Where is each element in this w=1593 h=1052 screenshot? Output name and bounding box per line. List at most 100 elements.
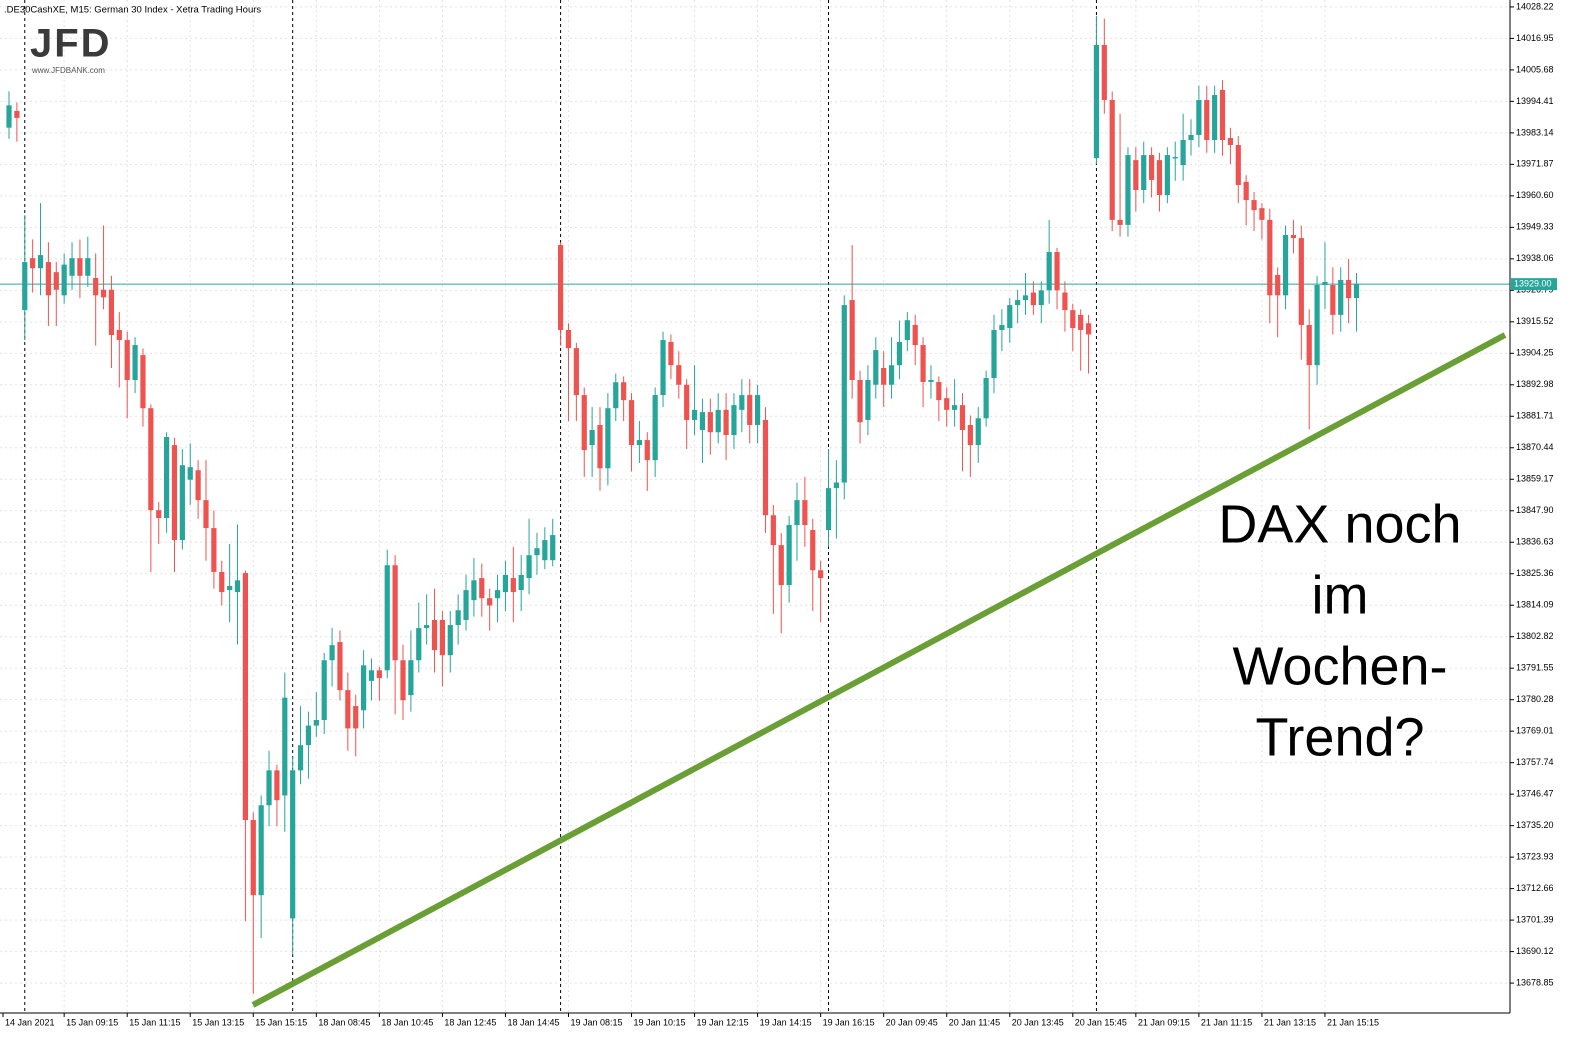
y-tick-label: 13971.87 bbox=[1516, 159, 1554, 169]
candle-body bbox=[424, 625, 430, 629]
candle-body bbox=[1338, 279, 1344, 315]
candle-body bbox=[904, 320, 910, 341]
y-tick-label: 13983.14 bbox=[1516, 127, 1554, 137]
y-tick-label: 13870.44 bbox=[1516, 442, 1554, 452]
candle-body bbox=[1314, 284, 1320, 366]
candle-body bbox=[652, 395, 658, 461]
candle-body bbox=[1353, 284, 1360, 299]
x-tick-label: 19 Jan 10:15 bbox=[634, 1017, 686, 1027]
candle-body bbox=[920, 345, 926, 382]
candle-body bbox=[439, 619, 445, 656]
x-tick-label: 18 Jan 08:45 bbox=[318, 1017, 370, 1027]
candle-body bbox=[195, 470, 201, 501]
candle-body bbox=[691, 409, 698, 420]
candle-body bbox=[61, 264, 67, 296]
x-tick-label: 20 Jan 11:45 bbox=[949, 1017, 1000, 1027]
y-tick-label: 13938.06 bbox=[1516, 253, 1554, 263]
candle-body bbox=[234, 580, 241, 593]
candle-body bbox=[565, 329, 572, 349]
candle-body bbox=[353, 706, 359, 729]
candle-body bbox=[337, 642, 343, 691]
candle-body bbox=[53, 272, 59, 290]
candle-body bbox=[1149, 155, 1155, 180]
candle-body bbox=[1172, 157, 1178, 159]
y-tick-label: 13701.39 bbox=[1516, 914, 1554, 924]
candle-body bbox=[778, 545, 784, 586]
candle-body bbox=[581, 395, 587, 451]
candle-body bbox=[550, 535, 556, 561]
y-tick-label: 13814.09 bbox=[1516, 600, 1554, 610]
candle-body bbox=[676, 365, 682, 385]
candle-body bbox=[69, 258, 75, 276]
candle-body bbox=[408, 660, 414, 696]
candle-body bbox=[573, 348, 579, 396]
annotation-line: DAX noch bbox=[1218, 494, 1461, 554]
annotation-line: im bbox=[1312, 565, 1369, 625]
candle-body bbox=[684, 384, 690, 420]
candle-body bbox=[518, 575, 524, 591]
y-tick-label: 13757.74 bbox=[1516, 757, 1554, 767]
candle-body bbox=[1196, 100, 1202, 135]
x-tick-label: 21 Jan 11:15 bbox=[1201, 1017, 1252, 1027]
candle-body bbox=[85, 258, 91, 276]
candle-body bbox=[400, 660, 406, 701]
y-tick-label: 14016.95 bbox=[1516, 33, 1554, 43]
candle-body bbox=[1267, 219, 1273, 296]
candle-body bbox=[865, 379, 871, 420]
candle-body bbox=[1101, 44, 1107, 101]
y-tick-label: 13904.25 bbox=[1516, 348, 1554, 358]
candle-body bbox=[510, 578, 516, 593]
candle-body bbox=[1212, 94, 1218, 140]
grid bbox=[0, 0, 1510, 1012]
candle-body bbox=[699, 412, 706, 431]
candle-body bbox=[100, 289, 107, 298]
candle-body bbox=[975, 418, 981, 446]
candle-body bbox=[628, 400, 635, 446]
candle-body bbox=[959, 405, 966, 431]
y-tick-label: 13892.98 bbox=[1516, 379, 1554, 389]
candle-body bbox=[1070, 310, 1076, 329]
candle-body bbox=[770, 515, 776, 546]
candle-body bbox=[983, 378, 989, 419]
candle-body bbox=[857, 379, 863, 423]
candle-body bbox=[30, 258, 36, 269]
candle-body bbox=[881, 367, 887, 385]
x-tick-label: 18 Jan 12:45 bbox=[444, 1017, 496, 1027]
candle-body bbox=[140, 355, 146, 409]
candle-body bbox=[1164, 155, 1170, 196]
candle-body bbox=[944, 398, 950, 410]
candle-body bbox=[487, 598, 493, 606]
candle-body bbox=[952, 405, 958, 410]
trend-line bbox=[251, 332, 1507, 1008]
y-tick-label: 14028.22 bbox=[1516, 1, 1554, 11]
candle-body bbox=[502, 575, 509, 593]
candle-body bbox=[431, 619, 438, 651]
candle-body bbox=[227, 585, 233, 591]
candle-body bbox=[1298, 238, 1304, 325]
candle-body bbox=[1046, 252, 1052, 291]
candle-body bbox=[392, 565, 398, 661]
candle-body bbox=[1330, 284, 1336, 315]
candle-body bbox=[1227, 138, 1233, 146]
candle-body bbox=[1204, 100, 1210, 140]
candle-body bbox=[896, 341, 903, 366]
x-tick-label: 19 Jan 14:15 bbox=[760, 1017, 812, 1027]
x-tick-label: 19 Jan 16:15 bbox=[823, 1017, 875, 1027]
y-tick-label: 13960.60 bbox=[1516, 190, 1554, 200]
candle-body bbox=[747, 395, 753, 425]
candle-body bbox=[132, 345, 138, 380]
y-tick-label: 13712.66 bbox=[1516, 883, 1554, 893]
y-tick-label: 14005.68 bbox=[1516, 64, 1554, 74]
candle-body bbox=[1015, 300, 1021, 306]
candle-body bbox=[1054, 252, 1060, 291]
candle-body bbox=[1038, 290, 1044, 306]
candle-body bbox=[526, 555, 532, 579]
y-tick-label: 13915.52 bbox=[1516, 316, 1554, 326]
candle-body bbox=[1141, 155, 1147, 190]
annotation-line: Trend? bbox=[1255, 707, 1424, 767]
candles bbox=[0, 15, 1510, 994]
candle-body bbox=[636, 440, 642, 446]
candle-body bbox=[290, 770, 296, 919]
candle-body bbox=[818, 570, 824, 579]
candle-body bbox=[156, 510, 162, 519]
